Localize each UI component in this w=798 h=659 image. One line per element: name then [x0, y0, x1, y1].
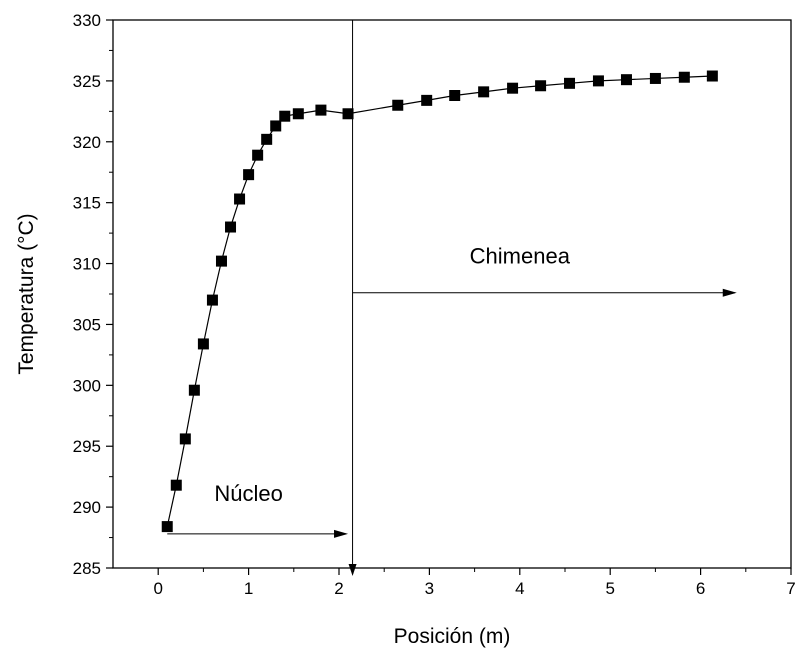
- arrow-head: [334, 529, 349, 538]
- data-point: [292, 108, 304, 120]
- data-point: [225, 221, 237, 233]
- x-tick-label: 4: [515, 579, 524, 598]
- data-point: [449, 90, 461, 102]
- data-point: [215, 255, 227, 267]
- y-tick-label: 315: [73, 194, 101, 213]
- region-arrows: [167, 288, 737, 538]
- data-point: [421, 94, 433, 106]
- x-tick-label: 5: [605, 579, 614, 598]
- x-tick-label: 2: [334, 579, 343, 598]
- annotation-chimenea: Chimenea: [470, 244, 571, 269]
- y-tick-label: 295: [73, 437, 101, 456]
- x-tick-label: 1: [244, 579, 253, 598]
- region-divider-arrowhead: [348, 564, 357, 576]
- data-point: [234, 193, 246, 205]
- y-axis-title: Temperatura (°C): [15, 213, 38, 374]
- data-point: [179, 433, 191, 445]
- data-point: [507, 82, 519, 94]
- data-point: [342, 108, 354, 120]
- data-point: [478, 86, 490, 98]
- data-point: [564, 77, 576, 89]
- data-point: [188, 384, 200, 396]
- data-point: [170, 479, 182, 491]
- data-point: [392, 99, 404, 111]
- data-point: [252, 149, 264, 161]
- y-tick-label: 310: [73, 255, 101, 274]
- y-tick-label: 325: [73, 72, 101, 91]
- data-point: [261, 133, 273, 145]
- x-tick-label: 0: [153, 579, 162, 598]
- data-point: [243, 169, 255, 181]
- series-line: [166, 75, 713, 527]
- x-tick-label: 3: [425, 579, 434, 598]
- x-axis: 0 1 2 3 4 5 6 7: [153, 568, 796, 598]
- data-point: [206, 294, 218, 306]
- x-tick-label: 6: [696, 579, 705, 598]
- data-point: [270, 120, 282, 132]
- annotation-nucleo: Núcleo: [214, 481, 282, 506]
- x-tick-label: 7: [786, 579, 795, 598]
- data-point: [315, 104, 327, 116]
- y-tick-label: 300: [73, 376, 101, 395]
- data-point: [161, 521, 173, 533]
- y-tick-label: 330: [73, 11, 101, 30]
- y-axis: 285 290 295 300 305 310 315 320 325 330: [73, 11, 113, 578]
- data-point: [197, 338, 209, 350]
- y-tick-label: 290: [73, 498, 101, 517]
- series-markers: [161, 70, 718, 533]
- arrow-head: [722, 288, 737, 297]
- data-point: [279, 110, 291, 122]
- data-point: [678, 71, 690, 83]
- y-tick-label: 305: [73, 315, 101, 334]
- x-axis-title: Posición (m): [394, 625, 511, 648]
- data-point: [649, 72, 661, 84]
- data-point: [706, 70, 718, 82]
- data-point: [592, 75, 604, 87]
- data-point: [620, 74, 632, 86]
- y-tick-label: 285: [73, 559, 101, 578]
- data-point: [535, 80, 547, 92]
- y-tick-label: 320: [73, 133, 101, 152]
